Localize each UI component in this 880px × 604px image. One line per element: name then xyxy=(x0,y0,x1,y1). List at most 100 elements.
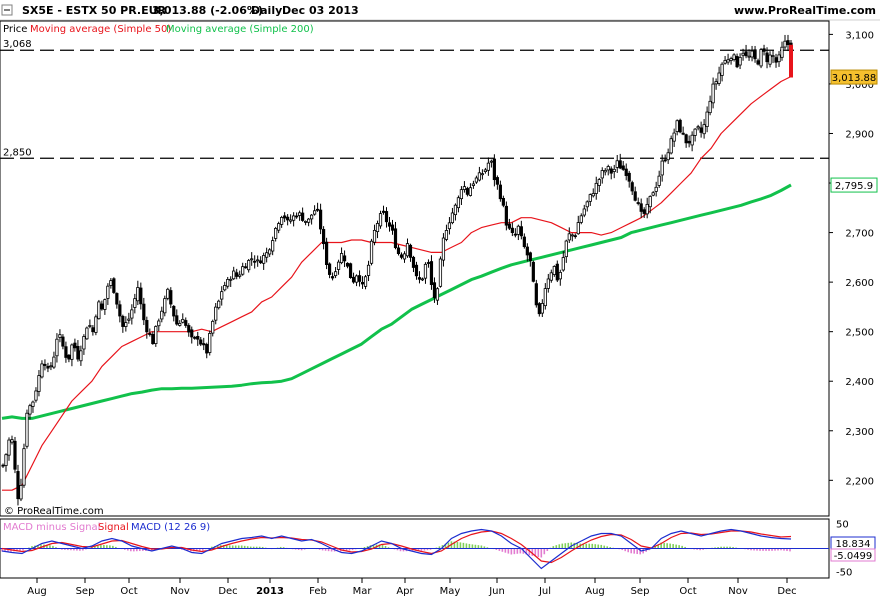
candle-body xyxy=(238,274,242,277)
candle-body xyxy=(40,363,44,378)
candle xyxy=(675,119,679,136)
candle-body xyxy=(13,440,17,470)
candle xyxy=(202,337,206,351)
ma200-tag-label: 2,795.9 xyxy=(835,181,873,192)
candle-body xyxy=(345,262,350,267)
candle xyxy=(16,464,20,506)
candle-body xyxy=(522,236,526,247)
candle xyxy=(477,166,481,182)
candle xyxy=(43,359,47,371)
candle xyxy=(699,121,703,138)
candle-body xyxy=(67,354,71,360)
candle xyxy=(618,153,622,170)
candle-body xyxy=(178,323,182,326)
y-tick-label: 2,900 xyxy=(845,129,874,140)
candle-body xyxy=(483,169,487,172)
candle-body xyxy=(250,258,254,261)
candle xyxy=(178,320,182,327)
candle-body xyxy=(49,365,53,368)
candle-body xyxy=(292,215,296,221)
candle-body xyxy=(217,300,221,309)
candle xyxy=(265,247,269,263)
candle-body xyxy=(100,303,104,310)
candle xyxy=(399,252,404,260)
candle xyxy=(318,203,323,235)
candle-body xyxy=(295,215,299,218)
candle xyxy=(681,126,685,136)
header-collapse-icon[interactable] xyxy=(1,4,13,16)
candle xyxy=(663,154,667,163)
candle-body xyxy=(474,177,479,183)
candle xyxy=(630,180,634,195)
candle xyxy=(405,238,410,258)
candle xyxy=(531,260,535,283)
candle-body xyxy=(136,287,140,302)
x-tick-label: Nov xyxy=(728,586,748,597)
candle-body xyxy=(489,160,493,163)
candle-body xyxy=(115,293,119,305)
candle-body xyxy=(663,159,667,162)
candle-body xyxy=(648,196,652,208)
candle xyxy=(423,262,428,284)
candle-body xyxy=(384,211,389,223)
candle xyxy=(465,186,470,197)
candle xyxy=(573,233,577,239)
candle-body xyxy=(390,224,395,231)
candle xyxy=(582,204,586,218)
candle-body xyxy=(318,209,323,230)
candle-body xyxy=(774,57,778,63)
candle-body xyxy=(531,261,535,282)
candle xyxy=(345,262,350,269)
candle-body xyxy=(705,111,709,127)
candle xyxy=(357,270,362,287)
candle-body xyxy=(298,212,302,216)
candle-body xyxy=(46,365,50,369)
candle-body xyxy=(399,254,404,258)
candle-body xyxy=(88,325,92,327)
candle xyxy=(220,286,224,306)
candle xyxy=(157,318,161,332)
candle xyxy=(417,271,422,284)
candle xyxy=(507,218,511,230)
candle-body xyxy=(762,48,766,52)
candle-body xyxy=(58,334,62,338)
candle-body xyxy=(316,208,320,211)
candle xyxy=(480,169,484,180)
x-tick-label: Mar xyxy=(353,586,373,597)
candle xyxy=(112,277,116,294)
candle xyxy=(537,302,541,317)
candle xyxy=(76,340,80,362)
candle-body xyxy=(402,253,407,260)
candle-body xyxy=(747,55,751,58)
candle-body xyxy=(753,49,757,60)
candle xyxy=(729,56,733,65)
header-website[interactable]: www.ProRealTime.com xyxy=(734,4,876,17)
candle-body xyxy=(783,40,787,48)
candle-body xyxy=(259,260,263,264)
candle-body xyxy=(756,60,760,65)
x-tick-label: 2013 xyxy=(256,586,284,597)
candle xyxy=(426,259,431,268)
candle xyxy=(100,300,104,311)
candle xyxy=(771,50,775,64)
candle-body xyxy=(145,320,149,333)
candle-body xyxy=(555,263,559,281)
candle-body xyxy=(208,333,212,353)
candle xyxy=(516,224,520,241)
candle-body xyxy=(214,306,218,321)
candle-body xyxy=(735,56,739,68)
candle xyxy=(609,166,613,180)
candle-body xyxy=(175,315,179,325)
y-tick-label: 2,500 xyxy=(845,328,874,339)
candle xyxy=(660,154,664,182)
candle xyxy=(540,299,544,317)
candle-body xyxy=(142,303,146,321)
candle-body xyxy=(184,320,188,326)
candle-body xyxy=(537,303,541,315)
candle xyxy=(175,309,179,326)
candle-body xyxy=(507,223,511,229)
candle xyxy=(471,180,476,189)
candle-body xyxy=(666,152,670,161)
candle-body xyxy=(624,168,628,176)
